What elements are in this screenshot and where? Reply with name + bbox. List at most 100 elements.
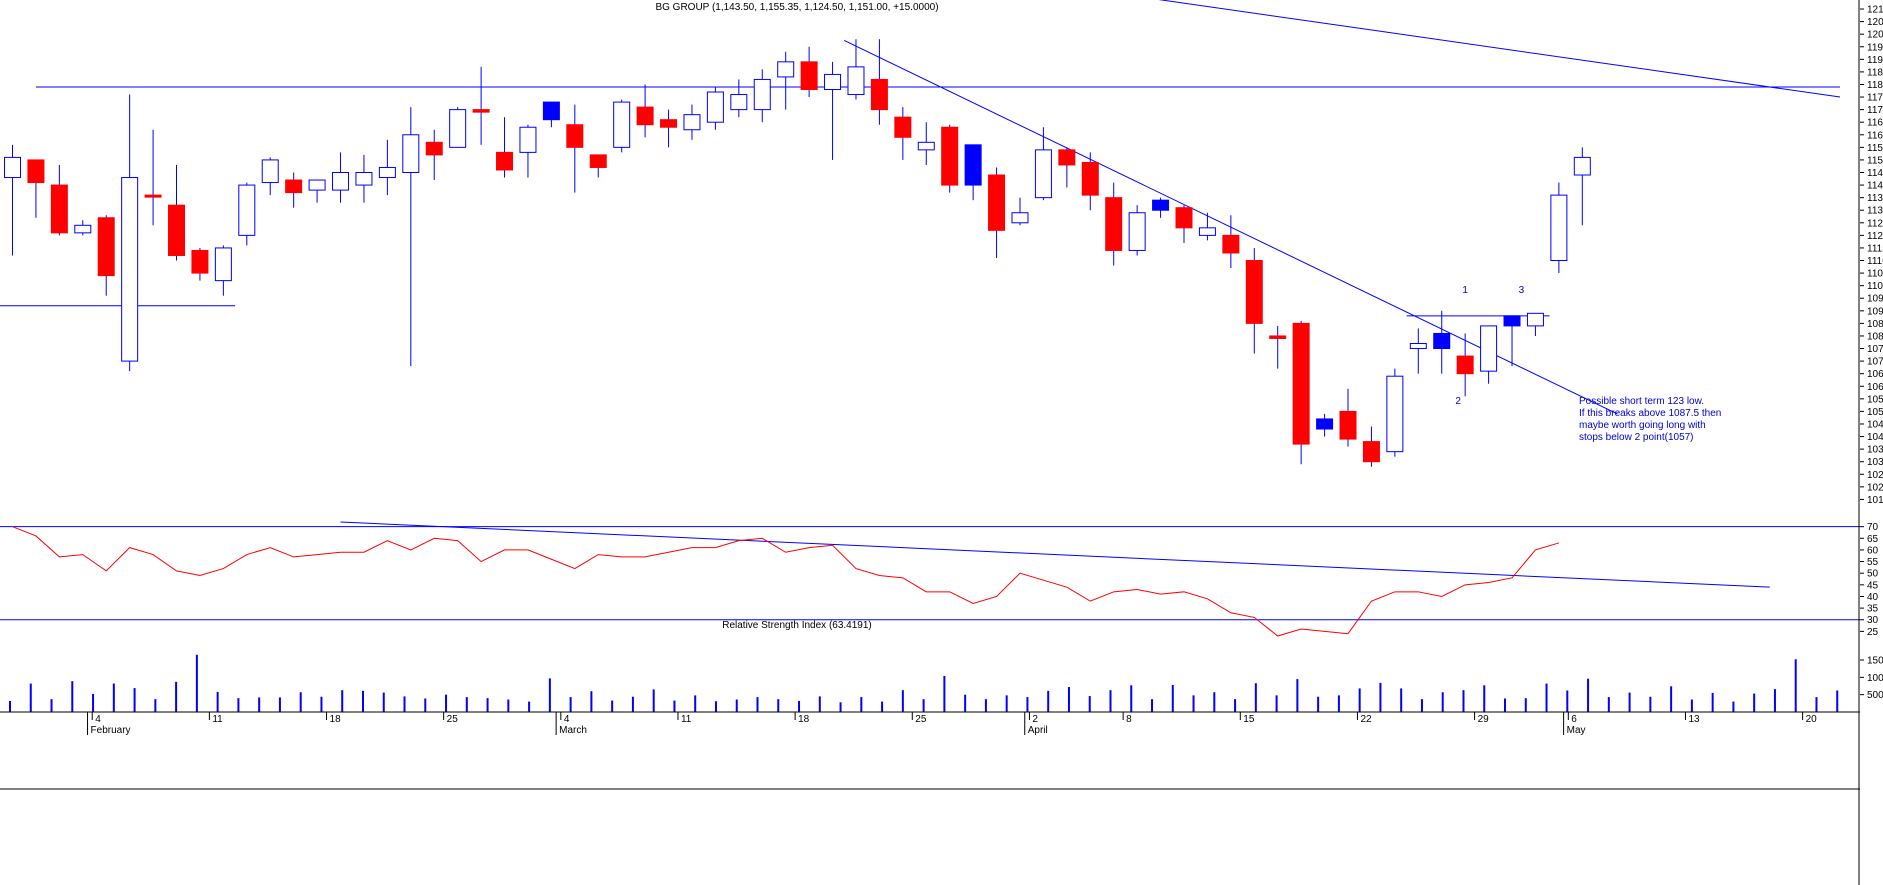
candle-body bbox=[660, 119, 678, 128]
price-tick-label: 1025 bbox=[1867, 470, 1883, 481]
price-tick-label: 1035 bbox=[1867, 445, 1883, 456]
price-tick-label: 1015 bbox=[1867, 495, 1883, 506]
candle bbox=[1362, 426, 1380, 467]
candle-body bbox=[238, 184, 256, 236]
candle bbox=[285, 172, 303, 208]
volume-bars bbox=[9, 654, 1839, 712]
annotation-line-3: maybe worth going long with bbox=[1579, 420, 1706, 431]
rsi-tick-label: 60 bbox=[1867, 545, 1879, 556]
candle-body bbox=[1480, 325, 1498, 372]
price-tick-label: 1030 bbox=[1867, 457, 1883, 468]
candle-body bbox=[50, 184, 68, 234]
candle bbox=[27, 159, 45, 218]
rsi-tick-label: 40 bbox=[1867, 592, 1879, 603]
candle-body bbox=[824, 73, 842, 91]
candle bbox=[941, 124, 959, 193]
candlestick-series bbox=[4, 39, 1591, 467]
candle-body bbox=[519, 126, 537, 153]
candle-body bbox=[1573, 156, 1591, 176]
day-tick-label: 25 bbox=[447, 714, 459, 725]
annotation-note: Possible short term 123 low. If this bre… bbox=[1579, 396, 1721, 443]
candle bbox=[824, 61, 842, 160]
annotation-line-4: stops below 2 point(1057) bbox=[1579, 432, 1694, 443]
candle bbox=[1339, 388, 1357, 447]
candle-body bbox=[355, 171, 373, 186]
price-tick-label: 1095 bbox=[1867, 294, 1883, 305]
price-tick-label: 1065 bbox=[1867, 369, 1883, 380]
candle-body bbox=[894, 116, 912, 138]
candle bbox=[1386, 368, 1404, 457]
rsi-tick-label: 45 bbox=[1867, 580, 1879, 591]
candle bbox=[1245, 247, 1263, 354]
candle bbox=[1292, 320, 1310, 465]
candle bbox=[1011, 197, 1029, 226]
candle-body bbox=[1526, 312, 1544, 327]
day-tick-label: 11 bbox=[681, 714, 692, 725]
candle-body bbox=[1550, 194, 1568, 262]
day-tick-label: 15 bbox=[1243, 714, 1255, 725]
volume-tick-label: 5000 bbox=[1867, 690, 1883, 701]
candle-body bbox=[941, 126, 959, 186]
candle bbox=[1409, 328, 1427, 374]
candle bbox=[1526, 312, 1544, 336]
price-tick-label: 1060 bbox=[1867, 382, 1883, 393]
candle-body bbox=[1433, 332, 1451, 350]
candle-body bbox=[121, 177, 139, 362]
price-tick-label: 1050 bbox=[1867, 407, 1883, 418]
rsi-tick-label: 35 bbox=[1867, 604, 1879, 615]
candle-body bbox=[1316, 418, 1334, 430]
month-label: April bbox=[1028, 725, 1048, 736]
candle bbox=[519, 124, 537, 178]
price-trend-line bbox=[1158, 0, 1841, 98]
volume-tick-label: 10000 bbox=[1867, 673, 1883, 684]
price-tick-label: 1120 bbox=[1867, 231, 1883, 242]
candle-body bbox=[402, 134, 420, 173]
price-tick-label: 1145 bbox=[1867, 168, 1883, 179]
candle bbox=[636, 84, 654, 138]
price-tick-label: 1090 bbox=[1867, 306, 1883, 317]
candle bbox=[1175, 205, 1193, 243]
day-tick-label: 11 bbox=[212, 714, 223, 725]
month-label: March bbox=[559, 725, 587, 736]
price-tick-label: 1100 bbox=[1867, 281, 1883, 292]
day-tick-label: 4 bbox=[95, 714, 101, 725]
candle bbox=[355, 154, 373, 203]
candle bbox=[425, 129, 443, 181]
candle-body bbox=[449, 109, 467, 148]
candle bbox=[542, 101, 560, 128]
candle-body bbox=[378, 166, 396, 179]
candle-body bbox=[472, 109, 490, 113]
candle bbox=[50, 164, 68, 236]
candle-body bbox=[1222, 234, 1240, 254]
candle bbox=[917, 122, 935, 165]
candle-body bbox=[964, 144, 982, 186]
candle bbox=[1316, 413, 1334, 437]
price-tick-label: 1205 bbox=[1867, 17, 1883, 28]
candle bbox=[214, 245, 232, 296]
candle bbox=[238, 182, 256, 246]
candle bbox=[1269, 325, 1287, 369]
candle bbox=[589, 154, 607, 178]
price-tick-label: 1180 bbox=[1867, 80, 1883, 91]
day-tick-label: 6 bbox=[1571, 714, 1577, 725]
price-tick-label: 1075 bbox=[1867, 344, 1883, 355]
candle bbox=[894, 107, 912, 160]
candle-body bbox=[308, 179, 326, 191]
point-label-2: 2 bbox=[1455, 396, 1461, 407]
candle bbox=[449, 107, 467, 148]
candle-body bbox=[496, 151, 514, 171]
candle bbox=[683, 104, 701, 140]
candle bbox=[74, 220, 92, 236]
candle bbox=[1081, 152, 1099, 211]
candle-body bbox=[261, 159, 279, 184]
rsi-tick-label: 70 bbox=[1867, 522, 1879, 533]
date-axis: 4 11 18 25 4 11 18 25 2 8 15 22 29 6 13 20 February March… bbox=[0, 711, 1860, 736]
rsi-tick-label: 30 bbox=[1867, 615, 1879, 626]
candle bbox=[1198, 212, 1216, 241]
candle bbox=[706, 86, 724, 130]
price-tick-label: 1085 bbox=[1867, 319, 1883, 330]
price-tick-label: 1105 bbox=[1867, 269, 1883, 280]
candle bbox=[1152, 197, 1170, 218]
